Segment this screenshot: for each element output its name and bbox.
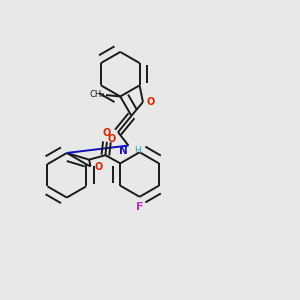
- Text: H: H: [134, 146, 141, 155]
- Text: N: N: [119, 146, 128, 156]
- Text: O: O: [94, 162, 103, 172]
- Text: O: O: [147, 97, 155, 107]
- Text: O: O: [107, 134, 116, 144]
- Text: F: F: [136, 202, 143, 212]
- Text: CH₃: CH₃: [89, 90, 105, 99]
- Text: O: O: [103, 128, 111, 138]
